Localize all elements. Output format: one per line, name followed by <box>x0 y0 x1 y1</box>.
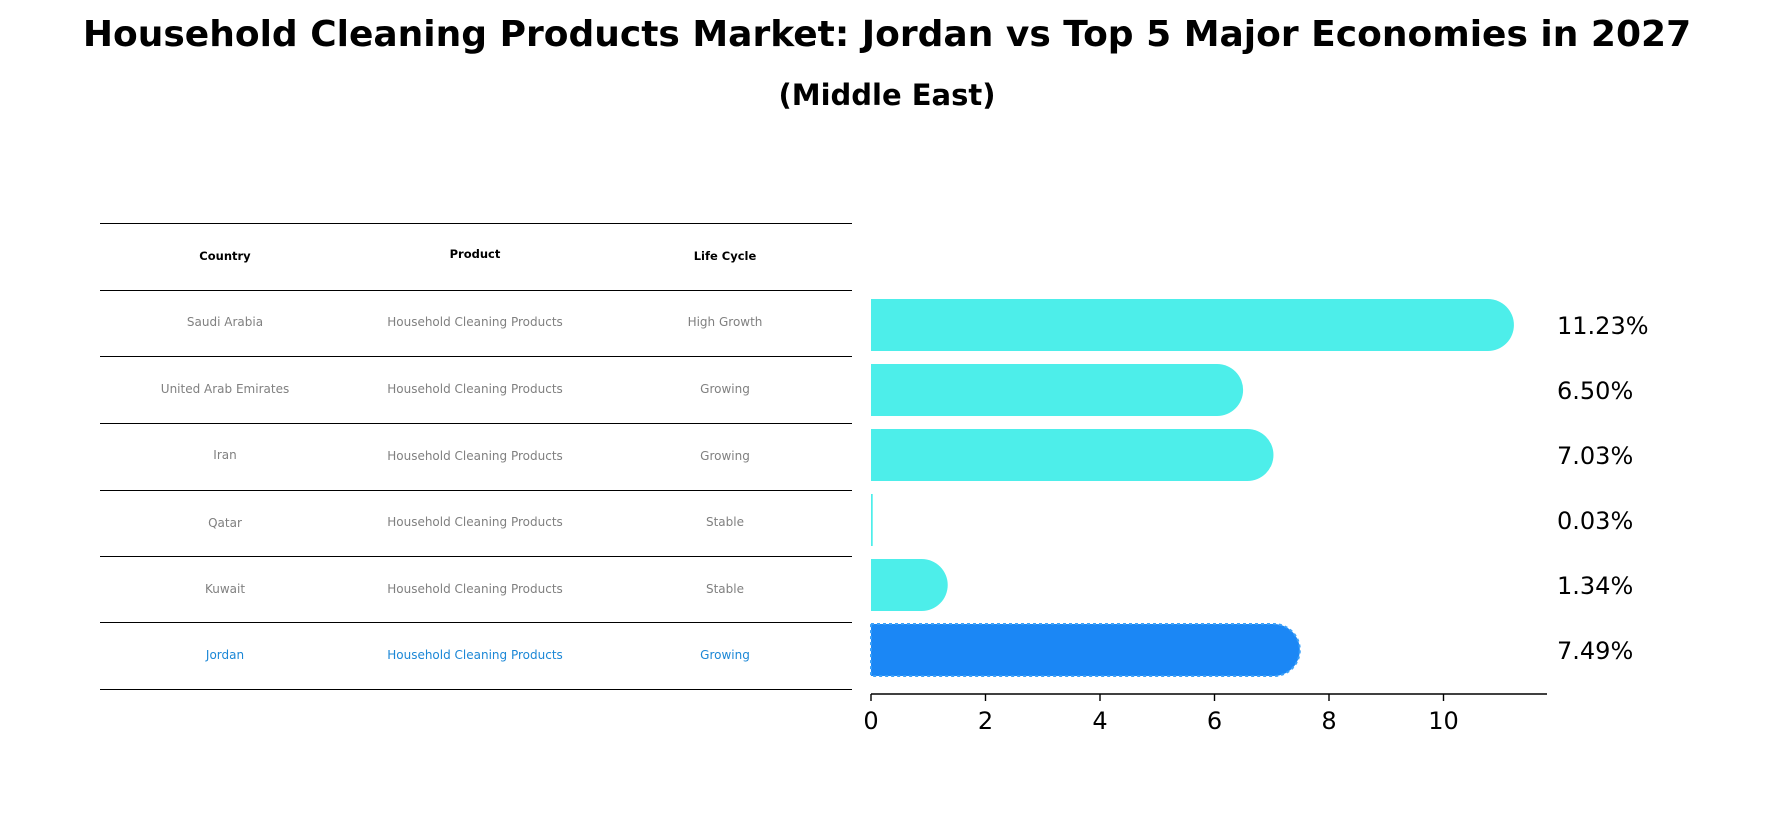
cell-life-cycle: Stable <box>705 515 744 529</box>
cell-country: Qatar <box>208 516 242 530</box>
cell-life-cycle-highlight: Growing <box>700 648 750 662</box>
data-label: 6.50% <box>1557 377 1633 405</box>
cell-country: United Arab Emirates <box>160 382 290 396</box>
data-label: 1.34% <box>1557 572 1633 600</box>
table-rule <box>100 622 852 623</box>
cell-product: Household Cleaning Products <box>387 449 563 463</box>
bar-highlight <box>870 623 1301 677</box>
x-tick-label: 4 <box>1092 707 1107 735</box>
cell-country-highlight: Jordan <box>205 648 245 662</box>
cell-product: Household Cleaning Products <box>387 315 563 329</box>
x-tick-label: 0 <box>863 707 878 735</box>
cell-country: Iran <box>213 448 237 462</box>
data-label: 7.49% <box>1557 637 1633 665</box>
cell-product: Household Cleaning Products <box>387 382 563 396</box>
header-country: Country <box>199 249 251 263</box>
cell-product: Household Cleaning Products <box>387 582 563 596</box>
chart-subtitle: (Middle East) <box>778 78 996 112</box>
table-rule <box>100 223 852 224</box>
bar <box>871 559 948 611</box>
data-label: 11.23% <box>1557 312 1649 340</box>
table-rule <box>100 490 852 491</box>
x-tick-label: 2 <box>978 707 993 735</box>
cell-life-cycle: High Growth <box>687 315 763 329</box>
data-label: 0.03% <box>1557 507 1633 535</box>
cell-life-cycle: Growing <box>700 449 750 463</box>
x-tick-label: 10 <box>1428 707 1459 735</box>
cell-country: Saudi Arabia <box>186 315 264 329</box>
table-rule <box>100 356 852 357</box>
header-product: Product <box>449 247 501 261</box>
header-life-cycle: Life Cycle <box>693 249 757 263</box>
bar <box>871 364 1244 416</box>
cell-country: Kuwait <box>204 582 246 596</box>
bar <box>871 429 1274 481</box>
bar <box>871 299 1514 351</box>
cell-life-cycle: Stable <box>705 582 744 596</box>
table-rule <box>100 423 852 424</box>
cell-life-cycle: Growing <box>700 382 750 396</box>
x-tick-label: 6 <box>1207 707 1222 735</box>
chart-title: Household Cleaning Products Market: Jord… <box>82 14 1692 55</box>
table-rule <box>100 290 852 291</box>
table-rule <box>100 556 852 557</box>
cell-product: Household Cleaning Products <box>387 515 563 529</box>
bar <box>871 494 873 546</box>
table-rule <box>100 689 852 690</box>
x-tick-label: 8 <box>1321 707 1336 735</box>
data-label: 7.03% <box>1557 442 1633 470</box>
cell-product-highlight: Household Cleaning Products <box>387 648 563 662</box>
